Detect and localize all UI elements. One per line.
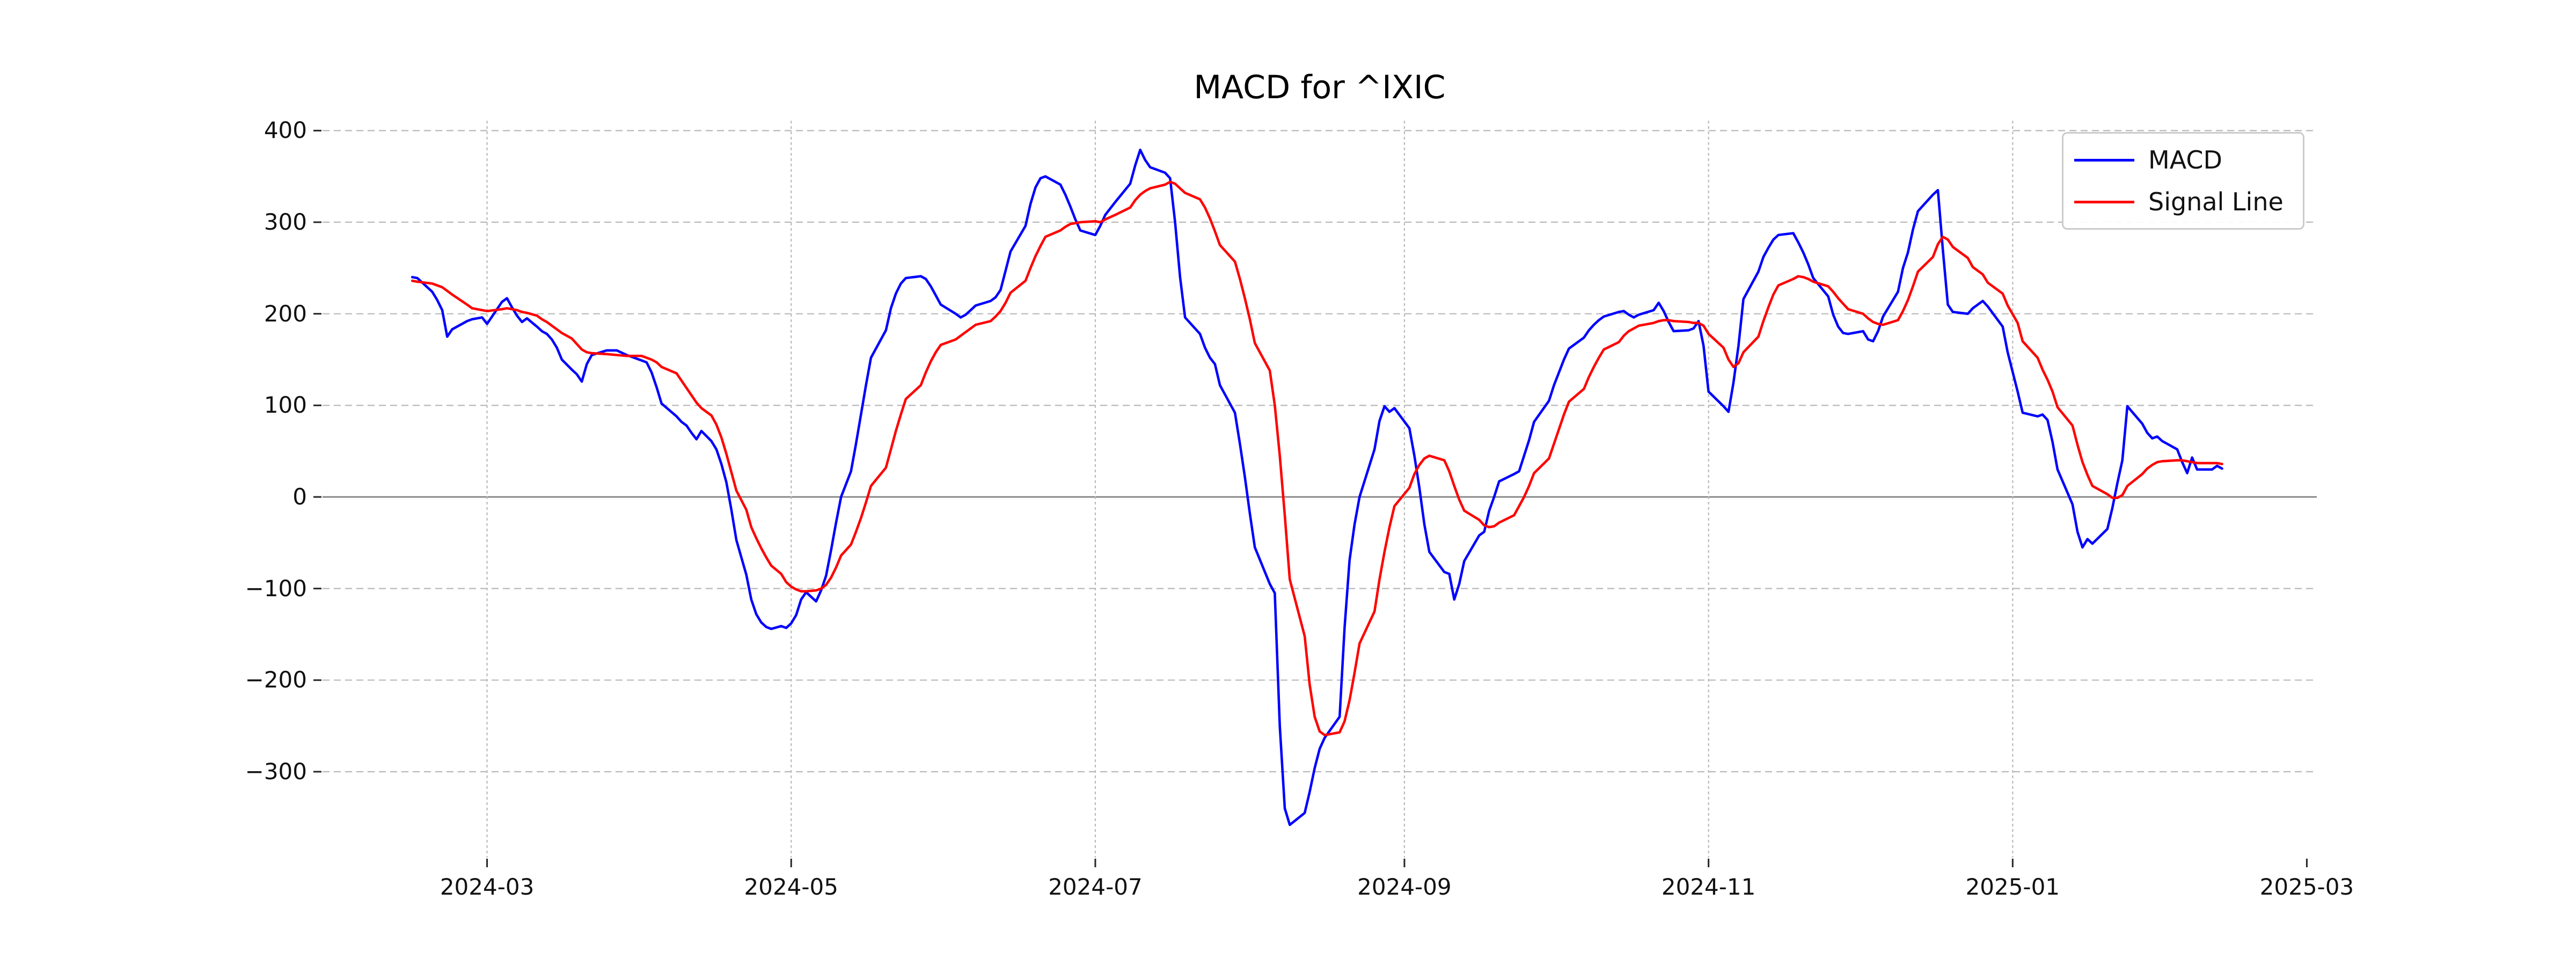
x-tick-label: 2024-11 [1661, 874, 1756, 900]
y-tick-label: −100 [245, 575, 307, 602]
macd-line-sample [2074, 158, 2134, 162]
y-tick-label: 300 [264, 209, 307, 236]
x-tick-label: 2024-09 [1357, 874, 1452, 900]
gridlines [323, 121, 2317, 858]
x-tick-label: 2024-03 [440, 874, 535, 900]
legend: MACD Signal Line [2062, 132, 2304, 230]
x-tick-label: 2024-07 [1048, 874, 1143, 900]
y-tick-label: 400 [264, 117, 307, 144]
y-tick-label: −300 [245, 758, 307, 785]
legend-row-macd: MACD [2074, 145, 2303, 174]
y-tick-label: 0 [292, 484, 307, 510]
signal-line-sample [2074, 200, 2134, 203]
legend-label-signal: Signal Line [2148, 187, 2284, 216]
data-series [411, 148, 2223, 826]
chart-title: MACD for ^IXIC [1194, 69, 1446, 106]
y-tick-label: −200 [245, 667, 307, 693]
x-tick-label: 2025-01 [1965, 874, 2060, 900]
y-tick-label: 100 [264, 392, 307, 419]
legend-label-macd: MACD [2148, 145, 2222, 174]
legend-row-signal: Signal Line [2074, 187, 2303, 216]
x-tick-label: 2025-03 [2259, 874, 2354, 900]
y-tick-label: 200 [264, 300, 307, 327]
axis-tick-marks [313, 129, 2308, 867]
x-tick-label: 2024-05 [744, 874, 839, 900]
